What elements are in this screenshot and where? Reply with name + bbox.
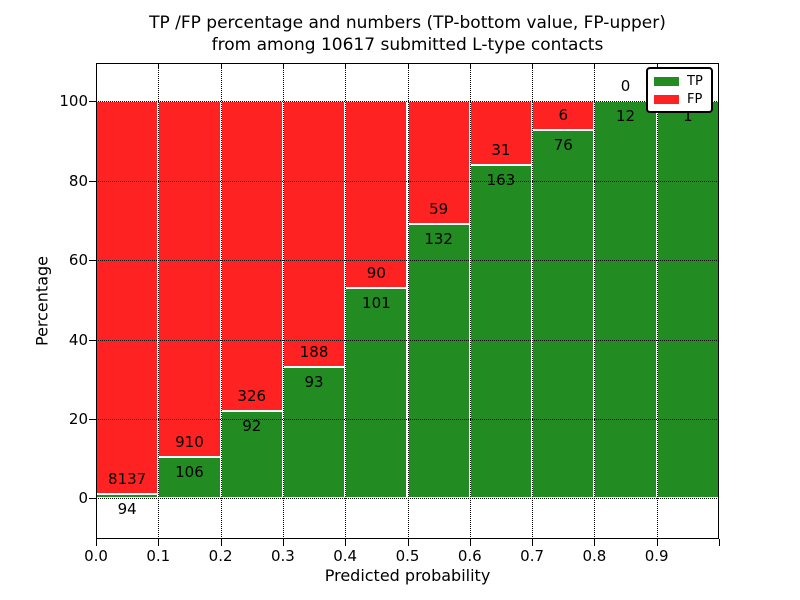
x-tick-label: 0.3	[270, 547, 295, 565]
tp-count-label: 76	[553, 136, 573, 155]
vertical-gridline	[469, 63, 471, 539]
y-tick-label: 0	[78, 489, 88, 508]
tp-bar-segment	[282, 366, 346, 499]
tp-bar-segment	[656, 101, 719, 499]
x-tick-mark-top	[282, 63, 284, 68]
y-tick-label: 20	[68, 410, 88, 428]
x-tick-mark-top	[220, 63, 222, 68]
x-tick-label: 0.4	[333, 547, 358, 565]
fp-bar-segment	[220, 101, 283, 412]
y-tick-mark	[89, 101, 96, 103]
x-tick-mark-top	[407, 63, 409, 68]
y-tick-label: 40	[68, 330, 88, 349]
legend-entry-tp: TP	[654, 75, 705, 88]
tp-bar-segment	[532, 130, 595, 499]
tp-count-label: 92	[242, 417, 262, 436]
x-tick-mark	[469, 539, 471, 546]
tp-count-label: 132	[424, 229, 453, 248]
vertical-gridline	[282, 63, 284, 539]
y-tick-mark	[89, 498, 96, 500]
tp-bar-segment	[220, 411, 283, 499]
x-tick-mark-top	[594, 63, 596, 68]
fp-count-label: 31	[491, 140, 511, 159]
fp-swatch-icon	[654, 94, 679, 104]
x-tick-mark-top	[158, 63, 160, 68]
y-tick-label: 60	[68, 251, 88, 270]
tp-count-label: 101	[362, 294, 391, 313]
fp-bar-segment	[407, 101, 470, 224]
tp-bar-segment	[469, 164, 533, 499]
legend-label: FP	[687, 91, 703, 107]
legend-entry-fp: FP	[654, 93, 705, 106]
fp-bar-segment	[158, 101, 221, 458]
x-tick-label: 0.5	[395, 547, 420, 565]
x-axis-label: Predicted probability	[324, 566, 491, 585]
y-tick-mark	[89, 339, 96, 341]
tp-swatch-icon	[654, 76, 679, 86]
fp-bar-segment	[345, 101, 408, 289]
x-tick-mark	[656, 539, 658, 546]
x-tick-mark	[158, 539, 160, 546]
vertical-gridline	[532, 63, 534, 539]
tp-count-label: 106	[175, 463, 204, 482]
fp-bar-segment	[469, 101, 533, 165]
tp-count-label: 12	[616, 107, 636, 126]
y-tick-mark	[89, 260, 96, 262]
tp-count-label: 94	[117, 499, 137, 518]
x-tick-mark	[407, 539, 409, 546]
chart-title-line2: from among 10617 submitted L-type contac…	[211, 35, 604, 55]
tp-bar-segment	[594, 101, 657, 499]
x-tick-mark	[719, 539, 720, 546]
tp-count-label: 1	[683, 107, 693, 126]
fp-count-label: 0	[620, 77, 631, 96]
x-tick-label: 0.7	[520, 547, 545, 565]
y-tick-mark	[89, 419, 96, 420]
y-tick-mark	[89, 180, 96, 182]
fp-count-label: 8137	[108, 469, 147, 488]
x-tick-mark-top	[532, 63, 534, 68]
plot-area: 8137 94 910 106 326 92 188 93 90 101 59 132 31 163 6 76…	[96, 63, 719, 539]
x-tick-label: 0.8	[582, 547, 607, 565]
x-tick-mark-top	[656, 63, 658, 68]
x-tick-label: 0.1	[146, 547, 171, 565]
tp-bar-segment	[407, 223, 470, 499]
x-tick-label: 0.9	[644, 547, 669, 565]
x-tick-mark	[96, 539, 97, 546]
x-tick-label: 0.6	[457, 547, 482, 565]
x-tick-mark-top	[345, 63, 347, 68]
fp-bar-segment	[282, 101, 346, 367]
fp-count-label: 188	[299, 342, 329, 361]
fp-count-label: 910	[175, 433, 204, 452]
vertical-gridline	[656, 63, 658, 539]
x-tick-mark	[282, 539, 284, 546]
vertical-gridline	[158, 63, 160, 539]
y-tick-label: 100	[59, 92, 88, 111]
x-tick-mark	[345, 539, 347, 546]
chart-title: TP /FP percentage and numbers (TP-bottom…	[96, 12, 719, 56]
fp-bar-segment	[96, 101, 159, 494]
tp-count-label: 93	[304, 372, 324, 391]
legend: TP FP	[646, 67, 713, 113]
fp-count-label: 326	[237, 387, 267, 406]
tp-count-label: 163	[486, 170, 516, 189]
y-tick-label: 80	[68, 171, 88, 190]
fp-count-label: 90	[366, 264, 386, 283]
x-tick-mark	[220, 539, 222, 546]
vertical-gridline	[345, 63, 347, 539]
vertical-gridline	[594, 63, 596, 539]
vertical-gridline	[220, 63, 222, 539]
vertical-gridline	[407, 63, 409, 539]
x-tick-label: 0.2	[208, 547, 233, 565]
legend-label: TP	[687, 73, 703, 89]
fp-count-label: 6	[558, 106, 569, 125]
x-tick-mark	[532, 539, 534, 546]
x-tick-mark-top	[469, 63, 471, 68]
fp-count-label: 59	[429, 199, 449, 218]
chart-title-line1: TP /FP percentage and numbers (TP-bottom…	[149, 13, 666, 33]
tp-bar-segment	[345, 288, 408, 499]
x-tick-mark	[594, 539, 596, 546]
x-tick-label: 0.0	[84, 547, 108, 565]
